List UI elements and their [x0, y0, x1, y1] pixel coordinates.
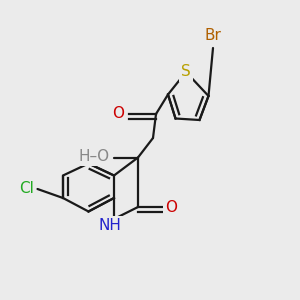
Text: O: O [166, 200, 178, 214]
Text: H–O: H–O [78, 149, 110, 164]
Text: O: O [112, 106, 124, 121]
Text: S: S [182, 64, 191, 80]
Text: Br: Br [205, 28, 221, 44]
Text: Cl: Cl [19, 181, 34, 196]
Text: NH: NH [99, 218, 122, 233]
